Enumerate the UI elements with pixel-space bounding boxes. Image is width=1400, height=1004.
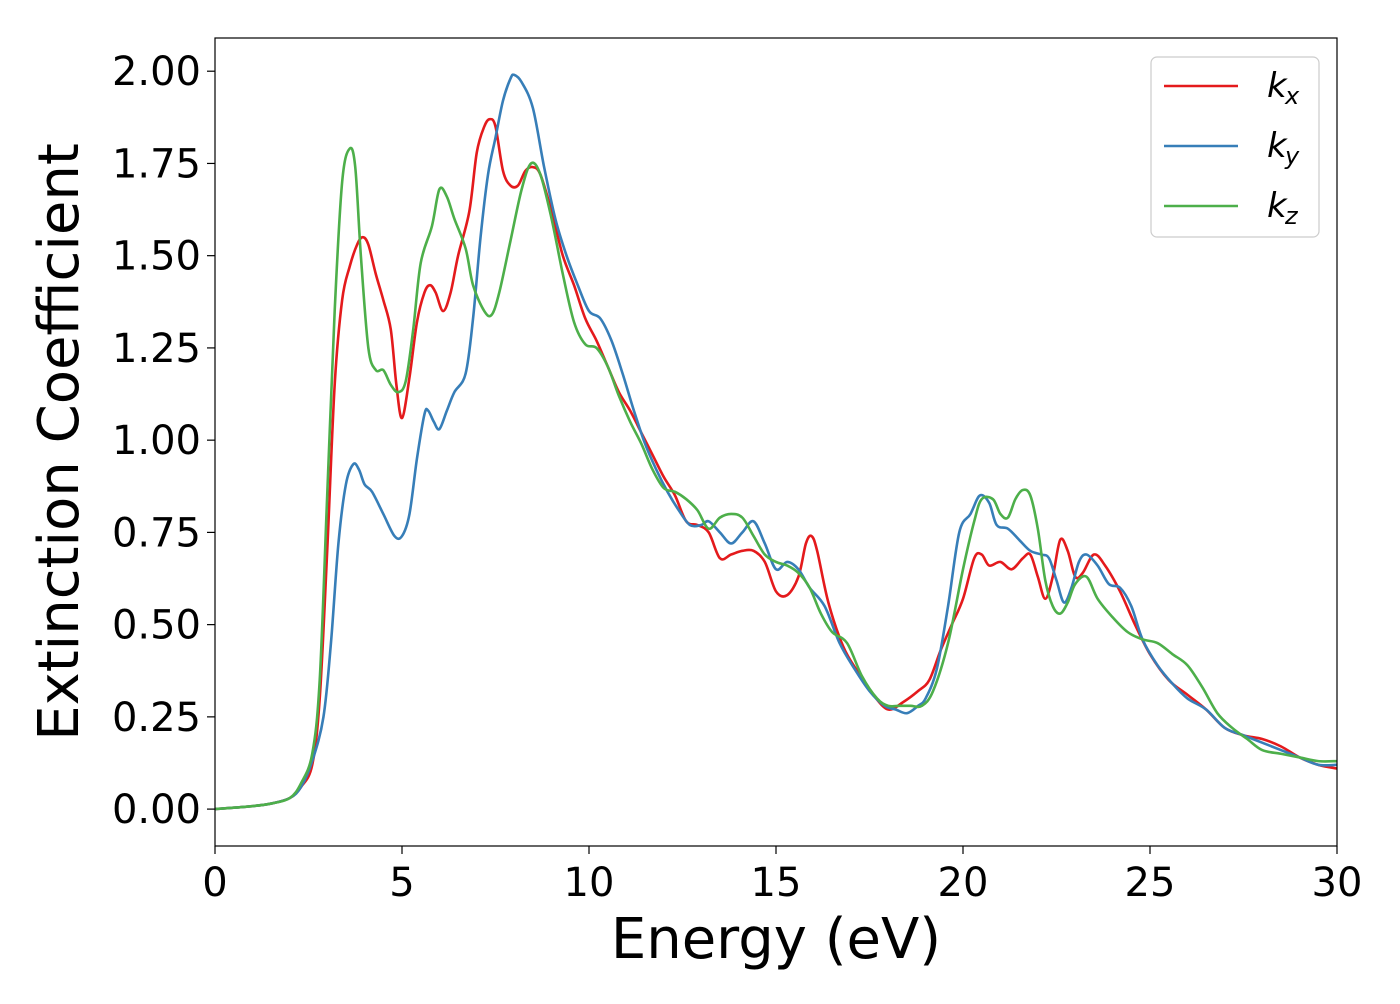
legend-label-subscript: y — [1284, 142, 1300, 170]
legend-label-base: k — [1267, 186, 1288, 226]
x-tick-label: 20 — [938, 860, 989, 906]
y-tick-label: 0.50 — [112, 603, 201, 649]
series-line-ky — [215, 73, 1337, 811]
series-layer — [215, 73, 1337, 811]
x-tick-label: 0 — [202, 860, 227, 906]
x-tick-label: 15 — [751, 860, 802, 906]
legend-label-z: kz — [1267, 186, 1299, 230]
series-line-kz — [215, 146, 1337, 811]
y-axis: 0.00 0.25 0.50 0.75 1.00 1.25 1.50 1.75 2.00 — [112, 49, 215, 833]
x-tick-label: 5 — [389, 860, 414, 906]
y-tick-label: 1.50 — [112, 234, 201, 280]
legend-label-base: k — [1267, 66, 1288, 106]
legend-label-subscript: x — [1284, 82, 1300, 110]
x-tick-label: 30 — [1312, 860, 1363, 906]
y-tick-label: 1.75 — [112, 141, 201, 187]
y-tick-label: 2.00 — [112, 49, 201, 95]
legend-label-base: k — [1267, 126, 1288, 166]
legend-label-y: ky — [1267, 126, 1300, 170]
x-tick-label: 25 — [1125, 860, 1176, 906]
y-tick-label: 0.25 — [112, 695, 201, 741]
y-tick-label: 0.00 — [112, 787, 201, 833]
legend-label-x: kx — [1267, 66, 1300, 110]
x-axis-title: Energy (eV) — [611, 907, 941, 972]
x-axis: 0 5 10 15 20 25 30 — [202, 846, 1362, 906]
legend-label-subscript: z — [1284, 202, 1299, 230]
x-tick-label: 10 — [564, 860, 615, 906]
y-tick-label: 0.75 — [112, 510, 201, 556]
y-tick-label: 1.00 — [112, 418, 201, 464]
y-tick-label: 1.25 — [112, 326, 201, 372]
y-axis-title: Extinction Coefficient — [27, 143, 92, 741]
